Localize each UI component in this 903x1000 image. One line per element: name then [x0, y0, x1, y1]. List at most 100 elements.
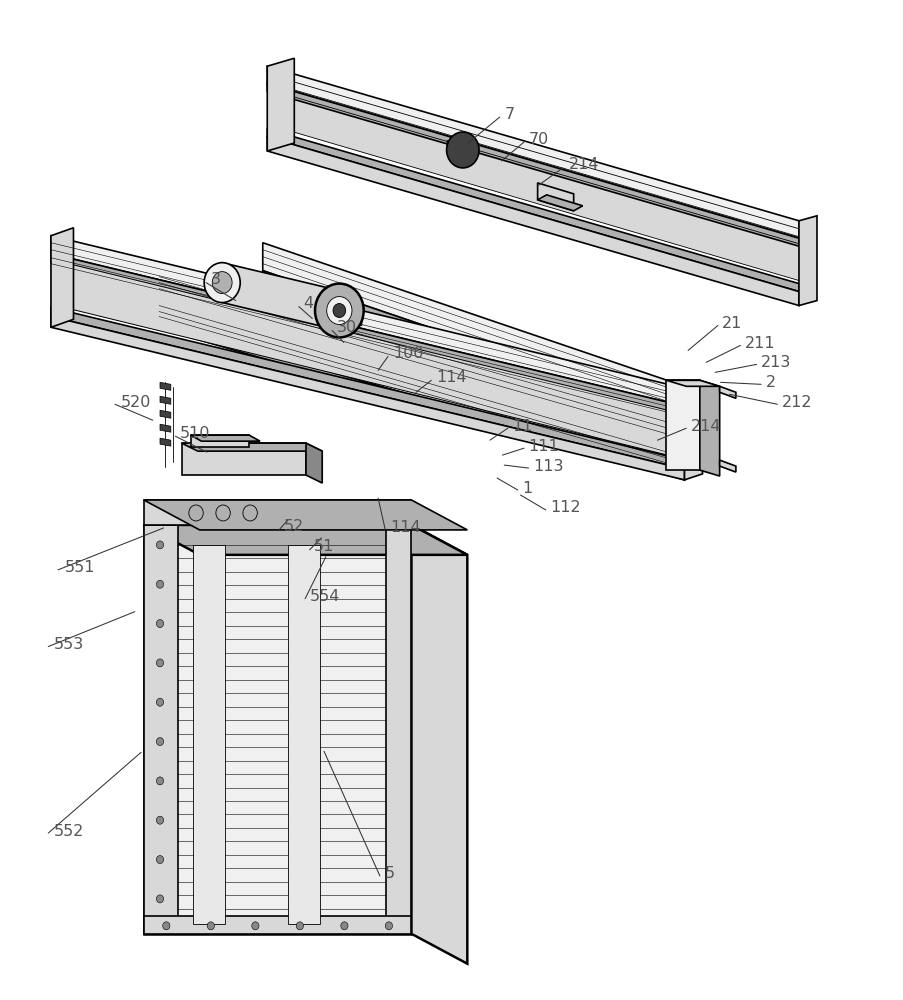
Polygon shape	[51, 228, 73, 327]
Circle shape	[204, 263, 240, 303]
Polygon shape	[798, 216, 816, 306]
Circle shape	[156, 541, 163, 549]
Polygon shape	[263, 243, 681, 413]
Circle shape	[326, 297, 351, 324]
Polygon shape	[288, 545, 319, 924]
Circle shape	[156, 895, 163, 903]
Polygon shape	[719, 460, 735, 472]
Circle shape	[156, 777, 163, 785]
Polygon shape	[144, 500, 411, 525]
Polygon shape	[684, 382, 702, 480]
Text: 1: 1	[522, 481, 532, 496]
Polygon shape	[537, 183, 573, 211]
Polygon shape	[182, 443, 321, 451]
Circle shape	[296, 922, 303, 930]
Circle shape	[156, 738, 163, 746]
Polygon shape	[305, 443, 321, 483]
Text: 11: 11	[512, 419, 532, 434]
Circle shape	[156, 659, 163, 667]
Text: 213: 213	[760, 355, 791, 370]
Text: 5: 5	[384, 866, 394, 881]
Polygon shape	[144, 525, 178, 934]
Polygon shape	[284, 92, 802, 282]
Polygon shape	[191, 435, 260, 441]
Polygon shape	[159, 322, 684, 480]
Polygon shape	[537, 195, 582, 211]
Circle shape	[156, 580, 163, 588]
Circle shape	[385, 922, 392, 930]
Text: 114: 114	[390, 520, 421, 535]
Polygon shape	[51, 308, 684, 469]
Polygon shape	[666, 380, 719, 386]
Circle shape	[212, 272, 232, 294]
Polygon shape	[159, 296, 681, 451]
Polygon shape	[160, 438, 171, 446]
Polygon shape	[267, 66, 798, 238]
Polygon shape	[330, 301, 361, 325]
Polygon shape	[144, 525, 467, 555]
Text: 214: 214	[690, 419, 721, 434]
Circle shape	[332, 304, 345, 318]
Text: 51: 51	[313, 539, 334, 554]
Circle shape	[446, 132, 479, 168]
Text: 554: 554	[309, 589, 340, 604]
Text: 112: 112	[550, 500, 581, 515]
Text: 7: 7	[504, 107, 514, 122]
Circle shape	[156, 816, 163, 824]
Polygon shape	[160, 396, 171, 404]
Polygon shape	[160, 382, 171, 390]
Text: 212: 212	[781, 395, 812, 410]
Polygon shape	[263, 271, 681, 420]
Polygon shape	[193, 545, 225, 924]
Polygon shape	[51, 236, 684, 406]
Text: 113: 113	[533, 459, 563, 474]
Polygon shape	[267, 129, 798, 292]
Text: 30: 30	[336, 320, 357, 335]
Polygon shape	[51, 317, 684, 480]
Text: 21: 21	[721, 316, 742, 331]
Polygon shape	[144, 525, 411, 934]
Text: 114: 114	[436, 370, 467, 385]
Polygon shape	[222, 263, 339, 330]
Circle shape	[207, 922, 214, 930]
Text: 111: 111	[528, 439, 559, 454]
Polygon shape	[144, 500, 467, 530]
Polygon shape	[144, 916, 411, 934]
Polygon shape	[267, 137, 798, 306]
Polygon shape	[699, 380, 719, 476]
Circle shape	[156, 698, 163, 706]
Polygon shape	[159, 301, 684, 474]
Text: 214: 214	[569, 157, 599, 172]
Polygon shape	[191, 435, 249, 447]
Text: 211: 211	[744, 336, 775, 351]
Text: 100: 100	[393, 346, 424, 361]
Polygon shape	[51, 254, 684, 415]
Text: 4: 4	[303, 296, 313, 311]
Circle shape	[340, 922, 348, 930]
Circle shape	[314, 284, 363, 337]
Polygon shape	[447, 141, 474, 156]
Circle shape	[251, 922, 258, 930]
Text: 3: 3	[210, 272, 220, 287]
Text: 551: 551	[64, 560, 95, 575]
Polygon shape	[160, 410, 171, 418]
Polygon shape	[411, 525, 467, 964]
Polygon shape	[386, 525, 411, 934]
Polygon shape	[267, 58, 294, 151]
Text: 553: 553	[53, 637, 84, 652]
Circle shape	[156, 856, 163, 864]
Text: 552: 552	[53, 824, 84, 839]
Circle shape	[163, 922, 170, 930]
Text: 70: 70	[528, 132, 548, 147]
Text: 520: 520	[120, 395, 151, 410]
Polygon shape	[64, 263, 687, 460]
Polygon shape	[267, 84, 798, 246]
Text: 510: 510	[180, 426, 210, 441]
Polygon shape	[666, 380, 699, 470]
Polygon shape	[719, 386, 735, 398]
Polygon shape	[182, 443, 305, 475]
Circle shape	[156, 620, 163, 628]
Text: 52: 52	[284, 519, 303, 534]
Polygon shape	[160, 424, 171, 432]
Polygon shape	[159, 271, 681, 445]
